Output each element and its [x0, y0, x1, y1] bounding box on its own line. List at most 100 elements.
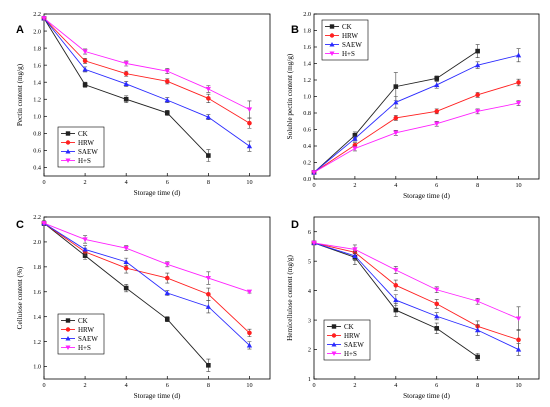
legend-marker: [65, 131, 71, 136]
x-axis-title: Storage time (d): [403, 392, 450, 400]
y-tick-label: 0.4: [303, 143, 311, 150]
legend-label: HRW: [344, 332, 360, 340]
series-line: [313, 82, 519, 173]
legend-label: HRW: [78, 139, 94, 147]
legend-label: SAEW: [344, 341, 364, 349]
x-tick-label: 4: [125, 179, 128, 186]
legend-label: SAEW: [78, 335, 98, 343]
x-tick-label: 4: [125, 382, 128, 389]
data-point: [164, 110, 170, 116]
data-point: [205, 86, 212, 92]
data-point: [434, 301, 440, 307]
y-axis-title: Pectin content (mg/g): [16, 63, 24, 126]
data-point: [246, 107, 253, 113]
data-point: [82, 246, 88, 252]
data-point: [474, 299, 481, 304]
y-tick-label: 1.6: [33, 289, 41, 296]
data-point: [82, 66, 88, 72]
legend-marker: [65, 140, 71, 145]
data-point: [205, 275, 212, 281]
y-tick-label: 1.8: [303, 28, 311, 35]
y-tick-label: 1.4: [33, 314, 41, 321]
data-point: [82, 82, 88, 88]
y-tick-label: 1.6: [303, 44, 311, 51]
legend-marker: [331, 324, 337, 329]
y-tick-label: 0.8: [303, 110, 311, 117]
x-tick-label: 6: [166, 382, 169, 389]
legend-label: CK: [78, 130, 88, 138]
data-point: [205, 114, 212, 120]
data-point: [474, 327, 481, 333]
y-tick-label: 0.8: [33, 131, 41, 138]
data-point: [82, 49, 88, 55]
data-point: [123, 96, 129, 102]
data-point: [475, 48, 480, 54]
data-point: [393, 267, 399, 273]
data-point: [352, 247, 358, 253]
data-point: [206, 291, 211, 297]
y-tick-label: 0.6: [33, 148, 41, 155]
plot-frame: [43, 216, 271, 380]
x-tick-label: 6: [435, 182, 438, 189]
x-tick-label: 0: [312, 182, 315, 189]
y-tick-label: 2.2: [33, 214, 41, 221]
legend-label: SAEW: [342, 41, 362, 49]
data-point: [515, 100, 522, 106]
data-point: [352, 146, 358, 152]
panel-c: C 0 2 4 6 8 10 1.0 1.2 1.4 1.6 1.8 2.0 2.2 Storage tim…: [16, 214, 271, 400]
x-tick-label: 10: [515, 182, 521, 189]
series-h-s: [41, 16, 253, 119]
data-point: [123, 61, 129, 67]
legend-marker: [65, 148, 71, 154]
series-line: [313, 54, 519, 173]
data-point: [246, 143, 253, 149]
series-line: [43, 222, 250, 346]
data-point: [474, 62, 481, 68]
data-point: [515, 346, 522, 352]
series-h-s: [41, 220, 253, 295]
series-line: [313, 102, 519, 173]
data-point: [393, 84, 399, 89]
x-tick-label: 2: [353, 182, 356, 189]
series-line: [43, 222, 250, 334]
legend-marker: [331, 333, 337, 338]
data-point: [474, 109, 481, 114]
data-point: [434, 76, 440, 81]
data-point: [475, 354, 480, 360]
series-line: [43, 17, 250, 124]
panel-a: A 0 2 4 6 8 10 0.4 0.6 0.8 1.0 1.2 1.4 1.6 1.8 2.0 2.2 St…: [16, 11, 271, 197]
data-point: [164, 69, 170, 74]
y-tick-label: 3: [308, 317, 311, 324]
data-point: [516, 337, 521, 343]
legend-marker: [329, 33, 335, 38]
x-tick-label: 8: [207, 179, 210, 186]
y-tick-label: 1.8: [33, 45, 41, 52]
legend-marker: [329, 41, 335, 47]
data-point: [352, 132, 358, 138]
y-axis-title: Cellulose content (%): [16, 266, 24, 329]
panel-letter: D: [291, 219, 299, 231]
x-tick-label: 8: [476, 382, 479, 389]
plot-frame: [313, 216, 540, 380]
series-line: [43, 222, 250, 293]
series-h-s: [311, 100, 522, 176]
x-tick-label: 2: [84, 382, 87, 389]
y-tick-label: 1.0: [33, 114, 41, 121]
legend-label: H+S: [78, 344, 91, 352]
data-point: [516, 80, 521, 85]
y-tick-label: 6: [308, 229, 311, 236]
panel-letter: B: [291, 24, 299, 36]
series-line: [313, 242, 519, 350]
x-tick-label: 6: [435, 382, 438, 389]
legend-label: H+S: [344, 350, 357, 358]
y-tick-label: 4: [308, 288, 311, 295]
y-tick-label: 1: [308, 376, 311, 383]
x-tick-label: 0: [312, 382, 315, 389]
x-tick-label: 2: [84, 179, 87, 186]
data-point: [205, 304, 212, 309]
data-point: [247, 330, 252, 336]
x-tick-label: 8: [207, 382, 210, 389]
data-point: [393, 283, 399, 288]
data-point: [164, 290, 170, 296]
